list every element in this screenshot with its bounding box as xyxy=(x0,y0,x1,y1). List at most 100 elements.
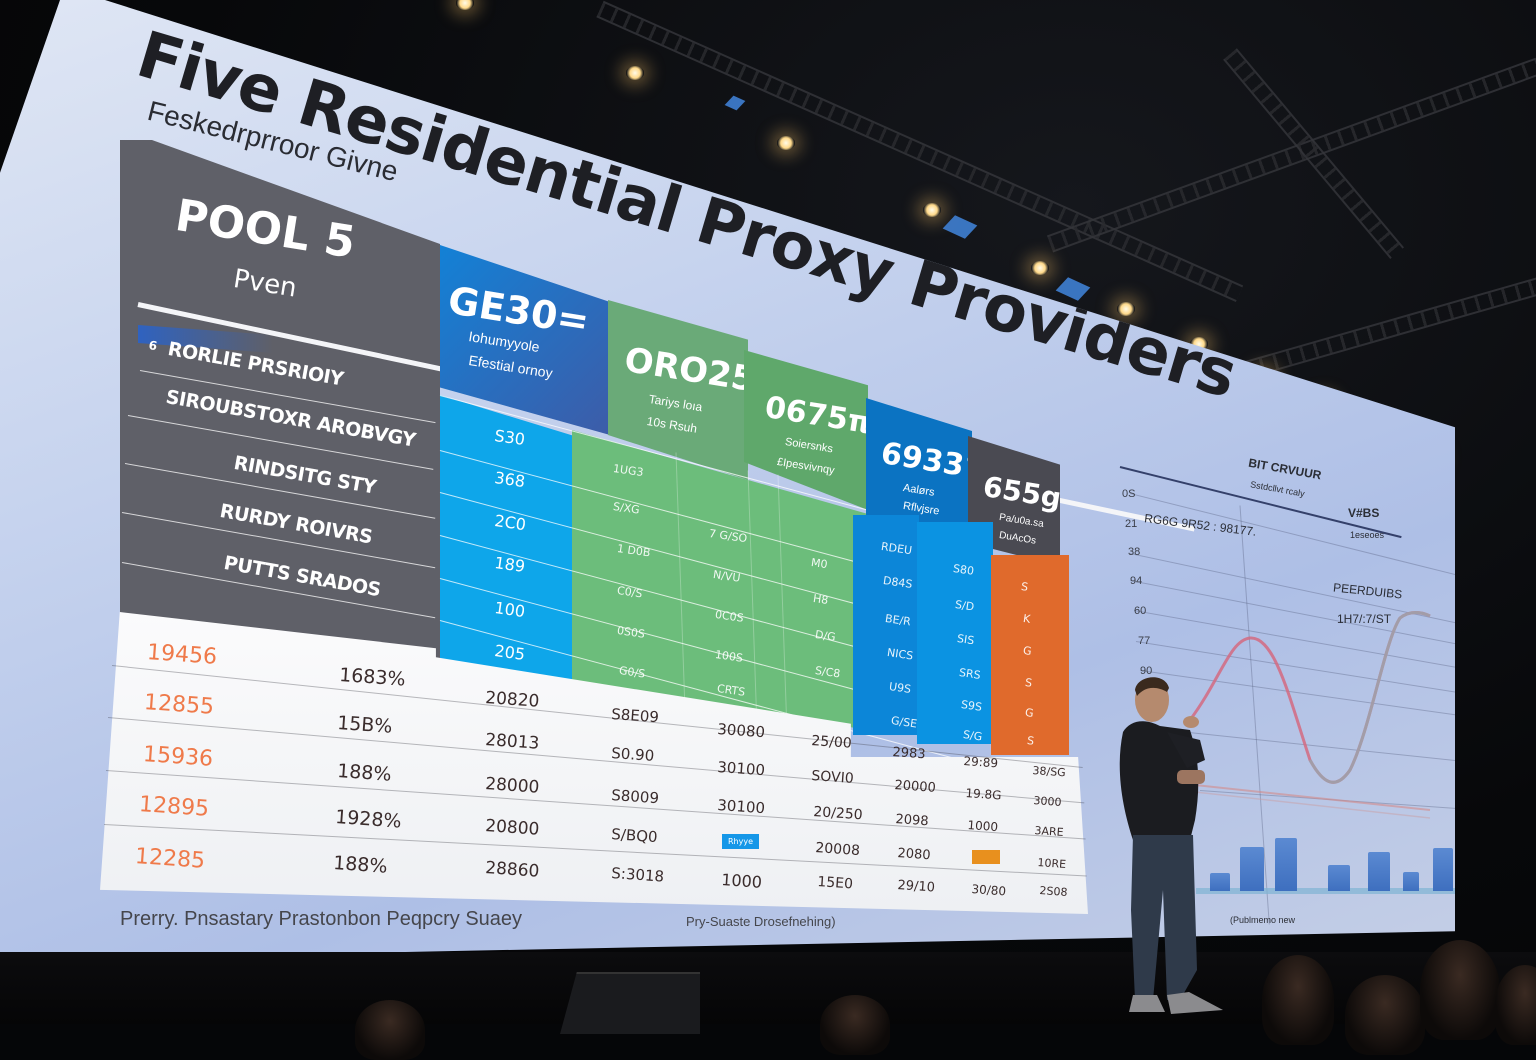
spotlight-icon xyxy=(1031,261,1049,275)
table-cell: 20/250 xyxy=(812,804,864,824)
spotlight-icon xyxy=(923,203,941,217)
chart-legend-sub: 1eseoes xyxy=(1350,530,1385,540)
spotlight-icon xyxy=(1117,302,1135,316)
table-cell: 29:89 xyxy=(963,754,999,771)
table-cell: 30100 xyxy=(716,796,766,818)
table-cell: S8009 xyxy=(610,786,660,808)
table-cell: 188% xyxy=(336,760,393,786)
provider-column-orange xyxy=(991,555,1069,755)
chart-bar xyxy=(1403,872,1419,891)
table-cell: 2983 xyxy=(891,745,927,763)
table-cell: 3000 xyxy=(1033,794,1062,809)
footnote-left: Prerry. Pnsastary Prastonbon Peqpcry Sua… xyxy=(120,908,523,930)
table-cell: 28013 xyxy=(484,730,540,754)
table-cell: 2080 xyxy=(896,846,932,864)
stage-monitor xyxy=(560,972,700,1034)
audience-head xyxy=(355,1000,425,1060)
status-badge-blue: Rhyye xyxy=(722,834,760,849)
table-cell: 1000 xyxy=(720,870,763,892)
y-axis-tick: 94 xyxy=(1130,575,1143,587)
chart-bar xyxy=(1433,848,1453,891)
chart-baseline xyxy=(1196,888,1455,894)
table-cell: D/G xyxy=(814,628,837,644)
table-cell: 19.8G xyxy=(965,786,1002,803)
table-cell: 29/10 xyxy=(896,878,936,896)
chart-legend-title: V#BS xyxy=(1348,506,1380,520)
table-cell: 12285 xyxy=(134,844,206,874)
table-cell: 15E0 xyxy=(816,874,854,893)
table-cell: M0 xyxy=(810,556,829,572)
table-cell: 205 xyxy=(493,641,527,665)
table-cell: S80 xyxy=(952,562,975,578)
provider-column-teal xyxy=(917,522,993,744)
table-cell: 2098 xyxy=(894,812,930,830)
table-cell: 1683% xyxy=(338,664,407,691)
table-cell: G xyxy=(1024,706,1035,721)
table-cell: S9S xyxy=(960,698,983,714)
chart-x-label: (Publmemo new xyxy=(1230,915,1296,925)
table-cell: 3ARE xyxy=(1034,824,1065,839)
table-cell: 19456 xyxy=(146,640,218,670)
chart-subtitle: Sstdcllvt rcaly xyxy=(1249,479,1306,499)
y-axis-tick: 0S xyxy=(1122,488,1136,500)
table-cell: 28860 xyxy=(484,858,540,882)
y-axis-tick: 90 xyxy=(1140,665,1153,677)
chart-annotation-sub: 1H7/:7/ST xyxy=(1337,612,1392,626)
spotlight-icon xyxy=(626,66,644,80)
chart-bar xyxy=(1328,865,1350,891)
y-axis-tick: 77 xyxy=(1138,635,1151,647)
table-cell: S/D xyxy=(954,598,975,614)
table-cell: 1928% xyxy=(334,806,403,833)
table-cell: 1000 xyxy=(967,818,999,835)
table-cell: 2S08 xyxy=(1039,884,1068,899)
table-cell: 10RE xyxy=(1037,856,1067,871)
table-cell: 12895 xyxy=(138,792,210,822)
status-badge-orange xyxy=(972,850,1000,864)
table-cell: 28000 xyxy=(484,774,540,798)
chart-bar xyxy=(1368,852,1390,891)
table-cell: S8E09 xyxy=(610,705,660,727)
table-cell: SOVI0 xyxy=(810,768,855,787)
table-cell: G xyxy=(1022,644,1033,659)
table-cell: 15936 xyxy=(142,742,214,772)
table-cell: 30080 xyxy=(716,720,766,742)
audience-head xyxy=(1262,955,1334,1045)
y-axis-tick: 21 xyxy=(1125,518,1138,530)
y-axis-tick: 38 xyxy=(1128,546,1141,558)
table-cell: SIS xyxy=(956,632,976,648)
table-cell: 20820 xyxy=(484,688,540,712)
table-cell: 38/SG xyxy=(1032,764,1067,780)
table-cell: S0.90 xyxy=(610,744,655,765)
table-cell: 30100 xyxy=(716,758,766,780)
provider-column-blue2 xyxy=(853,515,919,735)
chart-bar xyxy=(1210,873,1230,891)
footnote-center: Pry-Suaste Drosefnehing) xyxy=(686,914,836,929)
table-cell: S/G xyxy=(962,728,984,744)
table-cell: 12855 xyxy=(143,690,215,720)
presenter xyxy=(1119,677,1223,1014)
spotlight-icon xyxy=(456,0,474,10)
table-cell: SRS xyxy=(958,666,982,682)
chart-bar xyxy=(1275,838,1297,891)
audience-head xyxy=(1420,940,1500,1040)
chart-bar xyxy=(1240,847,1264,891)
table-cell: H8 xyxy=(812,592,830,608)
table-cell: 30/80 xyxy=(971,882,1007,899)
table-cell: 188% xyxy=(332,852,389,878)
audience-head xyxy=(1345,975,1425,1055)
table-cell: 20800 xyxy=(484,816,540,840)
row-label-panel xyxy=(120,140,440,660)
spotlight-icon xyxy=(777,136,795,150)
table-cell: 100 xyxy=(493,598,527,622)
table-cell: 25/00 xyxy=(810,733,853,752)
table-cell: S/BQ0 xyxy=(610,825,659,847)
chart-title: BIT CRVUUR xyxy=(1247,455,1323,483)
table-cell: S:3018 xyxy=(610,864,665,886)
y-axis-tick: 60 xyxy=(1134,605,1147,617)
audience-head xyxy=(820,995,890,1055)
table-cell: 20008 xyxy=(814,840,861,860)
table-cell: S30 xyxy=(493,426,527,450)
table-cell: 15B% xyxy=(336,712,394,738)
table-cell: 20000 xyxy=(893,778,937,796)
chart-curves xyxy=(1188,611,1431,819)
